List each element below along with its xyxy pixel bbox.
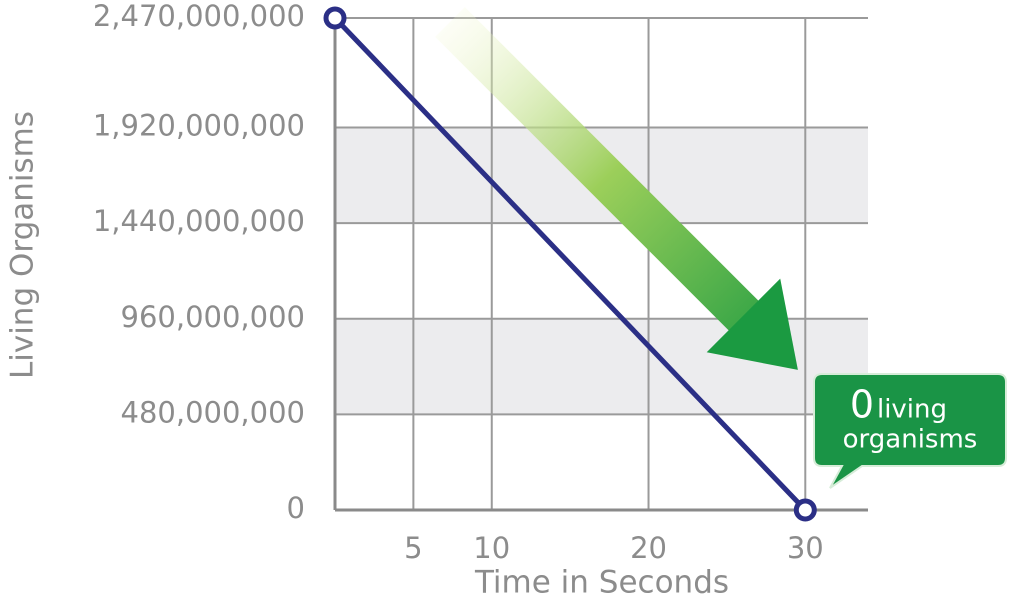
x-axis-title: Time in Seconds [474,565,729,601]
callout-number: 0 [850,383,874,427]
arrow-shaft [435,7,766,338]
callout: 0 living organisms [813,373,1007,489]
arrow-head [706,278,798,370]
point-marker [793,498,817,522]
y-tick-label: 480,000,000 [121,395,306,429]
y-tick-label: 1,440,000,000 [93,204,305,238]
grid [333,17,868,512]
y-tick-label: 2,470,000,000 [93,0,305,33]
y-tick-label: 960,000,000 [121,300,306,334]
point-marker [323,6,347,30]
x-tick-label: 10 [473,531,510,565]
y-tick-label: 1,920,000,000 [93,109,305,143]
trend-arrow [435,7,798,370]
callout-box [813,373,1007,489]
callout-text: living [877,395,947,425]
y-tick-label: 0 [287,491,305,525]
x-tick-label: 20 [630,531,667,565]
x-tick-label: 5 [404,531,422,565]
x-tick-label: 30 [787,531,824,565]
plot: 0 480,000,000 960,000,000 1,440,000,000 1,92… [93,0,824,565]
y-axis-title: Living Organisms [5,111,41,379]
callout-text: organisms [843,425,978,455]
series-line [333,16,808,512]
